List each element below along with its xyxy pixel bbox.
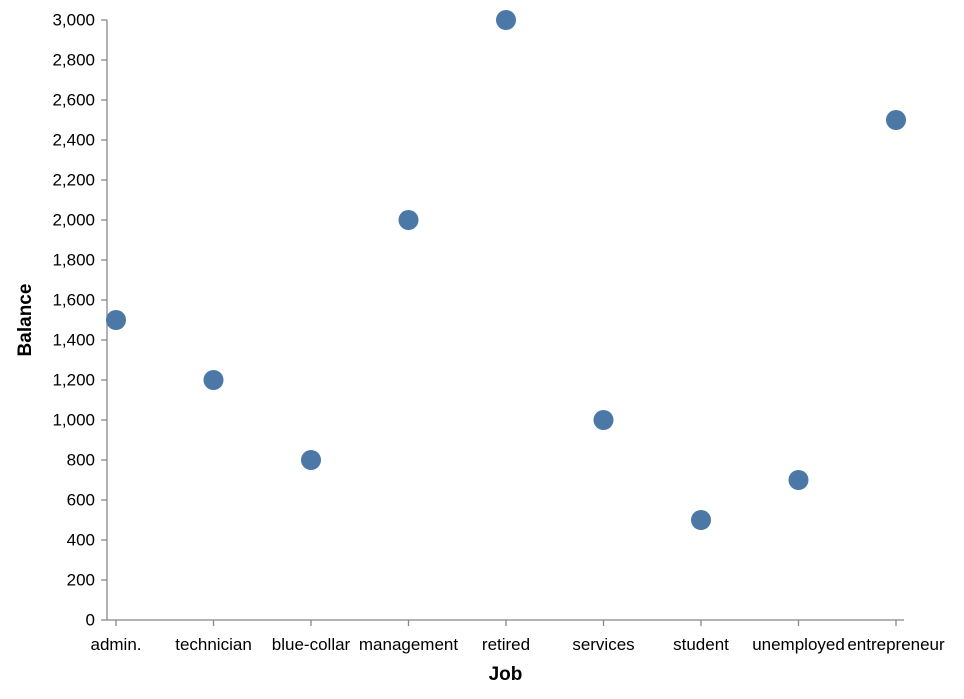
y-tick-label: 200 [67,571,95,590]
x-tick-label: blue-collar [272,635,351,654]
x-tick-label: services [572,635,634,654]
y-tick-label: 2,800 [52,51,95,70]
y-axis: 0 200 400 600 800 1,000 1,200 1,400 1,600 1,800 2,… [15,11,108,630]
data-point-student[interactable] [691,510,711,530]
data-point-entrepreneur[interactable] [886,110,906,130]
x-axis: admin. technician blue-collar management ret… [90,619,945,685]
x-tick-label: entrepreneur [847,635,945,654]
y-tick-label: 1,400 [52,331,95,350]
y-ticks: 0 200 400 600 800 1,000 1,200 1,400 1,600 1,800 2,… [52,11,107,630]
y-tick-label: 600 [67,491,95,510]
x-tick-label: technician [175,635,252,654]
x-tick-label: admin. [90,635,141,654]
x-tick-label: student [673,635,729,654]
x-ticks: admin. technician blue-collar management ret… [90,620,945,654]
data-point-unemployed[interactable] [788,470,809,490]
x-axis-title: Job [489,664,523,685]
data-point-technician[interactable] [203,370,224,390]
y-tick-label: 3,000 [52,11,95,30]
data-points [106,10,906,530]
data-point-blue-collar[interactable] [301,450,321,470]
x-tick-label: management [359,635,459,654]
x-tick-label: unemployed [752,635,845,654]
y-tick-label: 1,800 [52,251,95,270]
data-point-services[interactable] [593,410,614,430]
y-tick-label: 1,000 [52,411,95,430]
y-tick-label: 400 [67,531,95,550]
y-tick-label: 2,000 [52,211,95,230]
data-point-management[interactable] [398,210,419,230]
y-tick-label: 1,600 [52,291,95,310]
data-point-admin[interactable] [106,310,126,330]
y-tick-label: 2,400 [52,131,95,150]
y-tick-label: 2,600 [52,91,95,110]
y-tick-label: 800 [67,451,95,470]
y-tick-label: 1,200 [52,371,95,390]
data-point-retired[interactable] [496,10,516,30]
y-tick-label: 2,200 [52,171,95,190]
x-tick-label: retired [482,635,530,654]
y-axis-title: Balance [15,284,36,357]
y-tick-label: 0 [86,611,95,630]
